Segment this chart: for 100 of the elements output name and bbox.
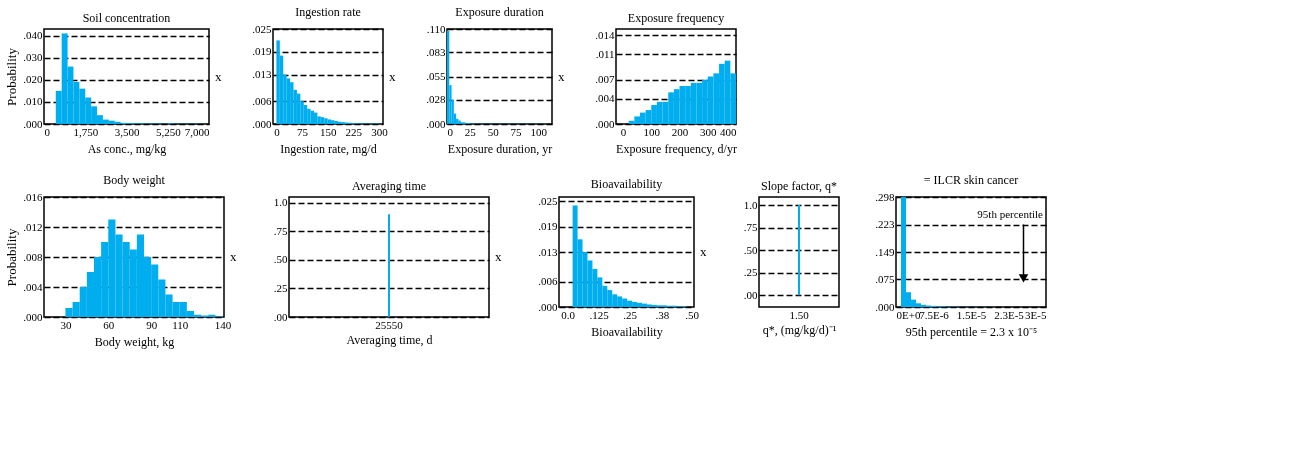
x-axis-title: As conc., mg/kg <box>87 141 167 156</box>
y-tick-label: .000 <box>23 310 43 323</box>
text: x <box>495 249 502 264</box>
x-tick-label: 0 <box>447 125 454 138</box>
x-tick-label: .50 <box>685 308 700 321</box>
x-axis-title: Bioavailability <box>591 324 663 339</box>
x-axis-title: Exposure duration, yr <box>447 141 553 156</box>
y-tick-label: .110 <box>426 22 446 35</box>
y-tick-label: .00 <box>273 310 288 323</box>
x-axis-title: Averaging time, d <box>346 332 433 347</box>
x-tick-label: 2.3E-5 <box>994 308 1025 321</box>
y-tick-label: .013 <box>538 245 558 258</box>
y-tick-label: .004 <box>23 280 43 293</box>
y-tick-label: .004 <box>595 92 615 105</box>
x-tick-label: 75 <box>297 125 309 138</box>
y-tick-label: .010 <box>23 95 43 108</box>
y-tick-label: .50 <box>743 243 758 256</box>
y-tick-label: .75 <box>273 224 288 237</box>
y-tick-label: .25 <box>743 266 758 279</box>
y-tick-label: .030 <box>23 51 43 64</box>
x-tick-label: 25550 <box>375 318 404 331</box>
y-tick-label: .075 <box>875 272 895 285</box>
y-tick-label: .223 <box>875 218 895 231</box>
y-tick-label: .006 <box>538 275 558 288</box>
y-tick-label: .013 <box>252 68 272 81</box>
y-tick-label: .50 <box>273 253 288 266</box>
x-tick-label: 400 <box>720 125 737 138</box>
x-tick-label: 90 <box>146 318 158 331</box>
x-tick-label: .25 <box>623 308 638 321</box>
y-tick-label: .298 <box>875 190 895 203</box>
text: x <box>700 244 707 259</box>
y-tick-label: .000 <box>252 117 272 130</box>
y-axis-title: Probability <box>4 47 20 106</box>
x-tick-label: 1.50 <box>789 308 810 321</box>
x-tick-label: 1,750 <box>73 125 99 138</box>
x-tick-label: 140 <box>214 318 232 331</box>
x-tick-label: 150 <box>319 125 337 138</box>
x-tick-label: 300 <box>371 125 389 138</box>
text: x <box>230 249 237 264</box>
y-tick-label: .025 <box>538 194 558 207</box>
x-tick-label: 7.5E-6 <box>919 308 950 321</box>
y-tick-label: .000 <box>875 300 895 313</box>
y-tick-label: 1.0 <box>273 196 288 209</box>
y-tick-label: .020 <box>23 73 43 86</box>
x-tick-label: 5,250 <box>155 125 182 138</box>
y-tick-label: .000 <box>538 300 558 313</box>
y-tick-label: .000 <box>23 117 43 130</box>
y-tick-label: .019 <box>538 220 558 233</box>
y-axis-title: Probability <box>4 228 20 287</box>
chart-title: Slope factor, q* <box>761 179 837 193</box>
x-axis-title: 95th percentile = 2.3 x 10⁻⁵ <box>905 324 1038 339</box>
x-tick-label: 225 <box>345 125 363 138</box>
text: x <box>558 68 565 84</box>
x-tick-label: 3,500 <box>114 125 140 138</box>
y-tick-label: .016 <box>23 190 43 203</box>
x-axis-title: Body weight, kg <box>94 334 175 349</box>
chart-title: Ingestion rate <box>295 5 361 19</box>
x-tick-label: 60 <box>103 318 115 331</box>
x-tick-label: .38 <box>655 308 670 321</box>
chart-title: Soil concentration <box>82 11 171 25</box>
x-tick-label: 30 <box>60 318 72 331</box>
x-tick-label: 0 <box>274 125 281 138</box>
y-tick-label: .014 <box>595 28 615 41</box>
y-tick-label: 1.0 <box>743 198 758 211</box>
x-tick-label: .125 <box>589 308 610 321</box>
text: x <box>389 68 396 84</box>
x-axis-title: q*, (mg/kg/d)⁻¹ <box>762 322 837 337</box>
y-tick-label: .055 <box>426 70 446 82</box>
y-tick-label: .00 <box>743 288 758 301</box>
x-tick-label: 0 <box>620 125 627 138</box>
y-tick-label: .000 <box>426 117 446 130</box>
chart-title: Body weight <box>103 173 166 187</box>
chart-title: Averaging time <box>351 178 427 193</box>
x-tick-label: 0.0 <box>561 308 576 321</box>
chart-title: = ILCR skin cancer <box>923 173 1019 187</box>
y-tick-label: .012 <box>23 220 43 233</box>
x-tick-label: 50 <box>487 125 500 138</box>
y-tick-label: .25 <box>273 281 288 294</box>
chart-title: Exposure duration <box>455 5 544 19</box>
x-tick-label: 100 <box>530 125 548 138</box>
annotation: 95th percentile <box>977 207 1044 220</box>
y-tick-label: .000 <box>595 117 615 130</box>
y-tick-label: .149 <box>875 245 895 258</box>
y-tick-label: .007 <box>595 73 615 86</box>
y-tick-label: .025 <box>252 22 272 35</box>
text: x <box>215 68 222 84</box>
chart-title: Exposure frequency <box>627 11 725 25</box>
y-tick-label: .040 <box>23 29 43 42</box>
chart-title: Bioavailability <box>590 177 663 192</box>
x-tick-label: 0 <box>44 125 51 138</box>
x-tick-label: 110 <box>172 318 189 331</box>
x-tick-label: 25 <box>464 125 477 138</box>
y-tick-label: .011 <box>595 47 615 60</box>
y-tick-label: .019 <box>252 45 272 58</box>
x-tick-label: 1.5E-5 <box>956 308 987 321</box>
x-axis-title: Ingestion rate, mg/d <box>280 141 377 156</box>
y-tick-label: .008 <box>23 250 43 263</box>
x-tick-label: 200 <box>671 125 689 138</box>
x-tick-label: 300 <box>700 125 718 138</box>
x-tick-label: 0E+0 <box>896 308 921 321</box>
